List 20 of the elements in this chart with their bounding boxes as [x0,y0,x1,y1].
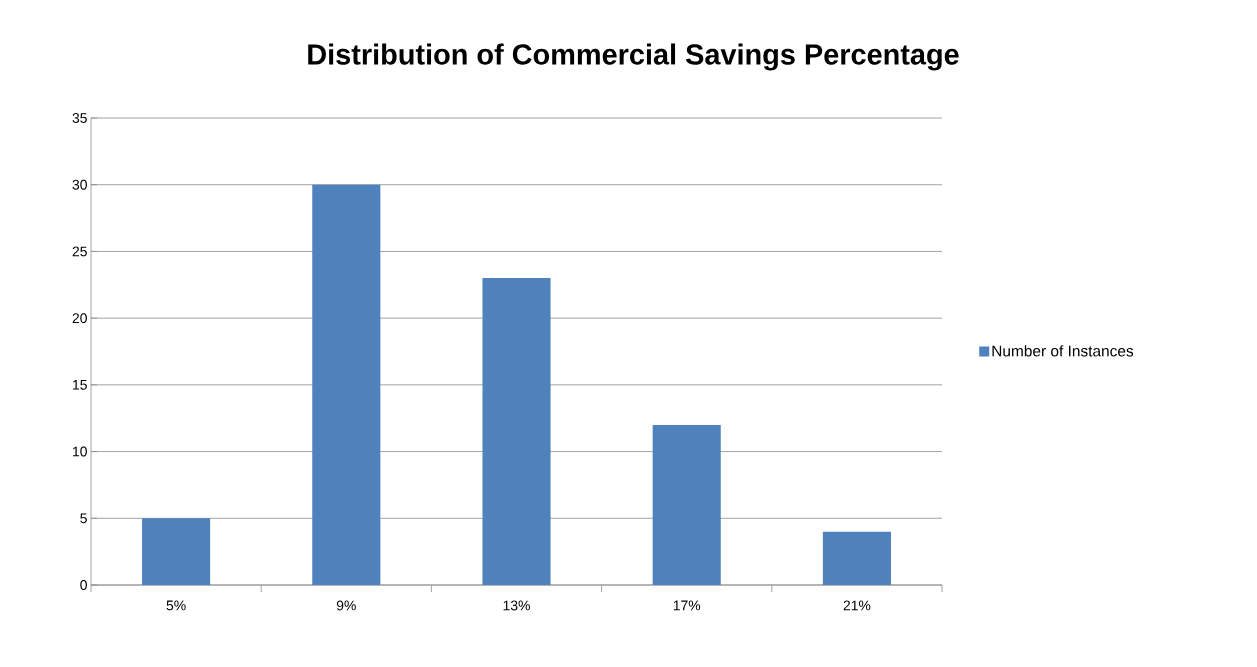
y-tick-label: 20 [72,313,87,324]
bar [652,424,721,585]
bar [482,278,551,585]
bar [312,184,381,585]
x-tick-label: 5% [166,600,186,611]
y-tick-label: 0 [80,580,87,590]
x-tick-label: 21% [843,600,871,611]
x-tick-label: 9% [336,600,356,611]
y-tick-label: 15 [73,379,87,390]
y-tick-label: 10 [73,446,87,457]
x-tick-label: 17% [673,600,701,611]
bar [822,531,891,585]
chart-title: Distribution of Commercial Savings Percentage [308,43,959,71]
legend-label: Number of Instances [992,345,1134,357]
y-tick-label: 25 [72,246,87,257]
bar [142,518,211,585]
x-tick-label: 13% [503,600,530,611]
y-tick-label: 30 [72,179,87,190]
y-tick-label: 35 [72,113,87,123]
y-tick-label: 5 [80,513,87,524]
